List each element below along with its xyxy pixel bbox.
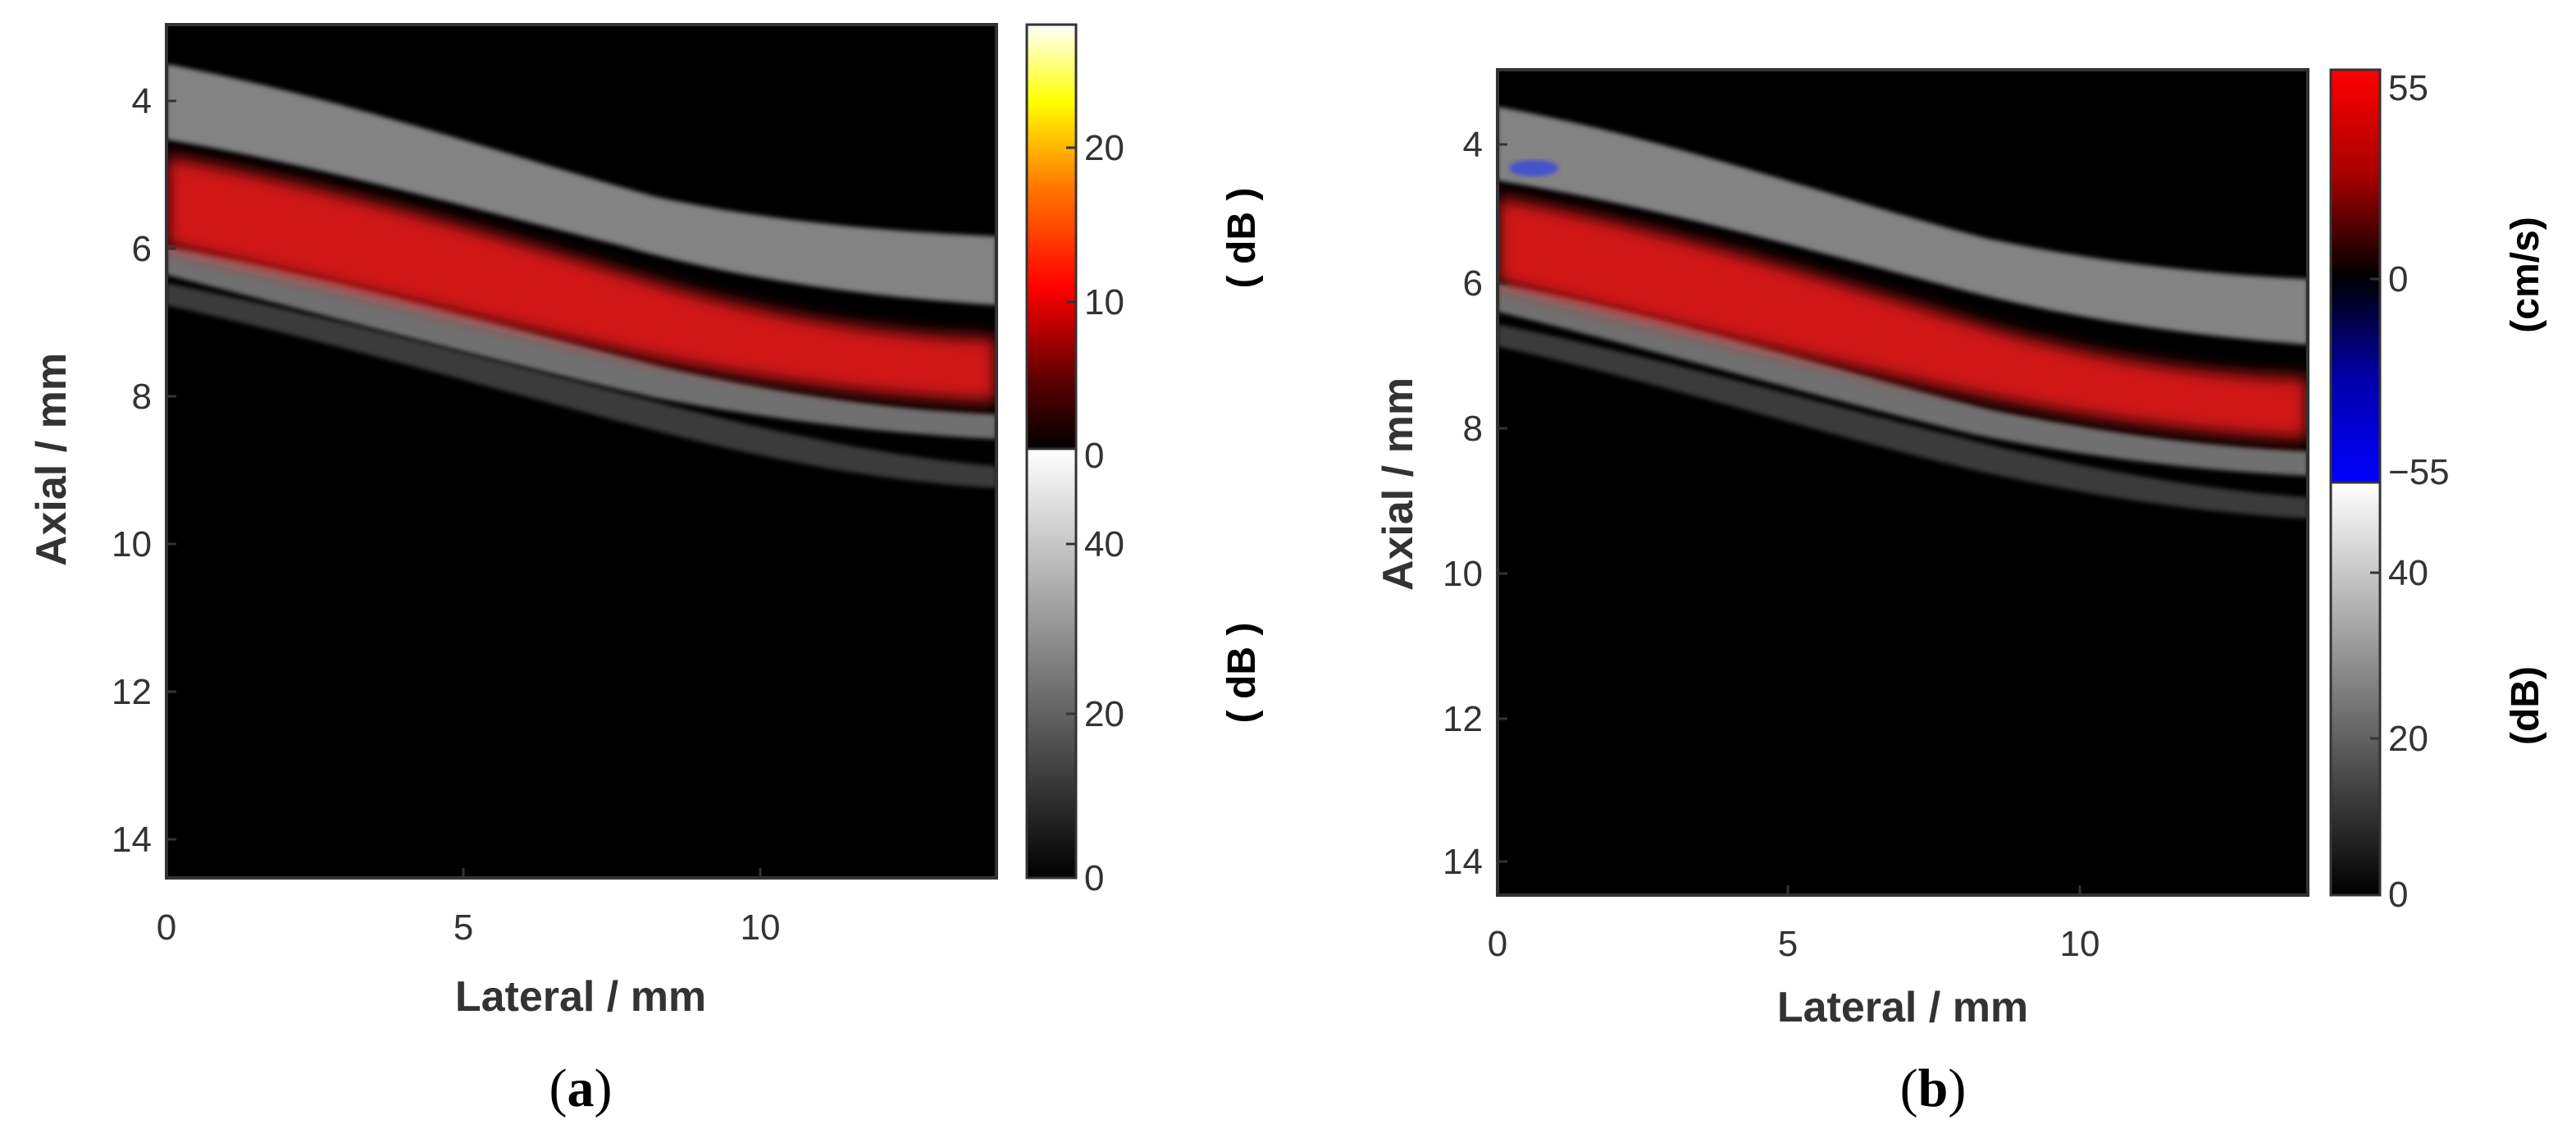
y-tick-label: 12 (112, 672, 152, 712)
caption-letter: a (568, 1058, 595, 1118)
ultrasound-image-b (1498, 70, 2308, 895)
caption-close-paren: ) (595, 1058, 613, 1118)
svg-text:(b): (b) (1900, 1058, 1967, 1118)
cb-tick-label: 0 (1084, 858, 1104, 898)
cb-tick-label: 20 (1084, 694, 1124, 734)
cb-tick-label: 40 (2388, 553, 2428, 593)
x-tick-label: 0 (157, 907, 176, 948)
x-ticks-b: 0 5 10 (1488, 885, 2100, 964)
colorbar-hot-a (1025, 23, 1078, 450)
cb-tick-label: −55 (2388, 452, 2450, 492)
y-tick-label: 6 (132, 229, 152, 269)
y-tick-label: 14 (112, 820, 152, 860)
cb-tick-label: 10 (1084, 282, 1124, 322)
y-axis-label-a: Axial / mm (28, 353, 75, 566)
tissue-deep-b (1498, 324, 2308, 519)
x-axis-label-a: Lateral / mm (455, 973, 706, 1021)
flow-red-region-b (1498, 197, 2308, 439)
caption-letter: b (1918, 1058, 1949, 1118)
image-frame-b (1496, 68, 2309, 897)
y-tick-label: 8 (132, 377, 152, 417)
cb-tick-label: 20 (2388, 719, 2428, 759)
y-tick-label: 10 (1443, 554, 1483, 594)
colorbar-unit-color-a: ( dB ) (1220, 188, 1264, 289)
x-tick-label: 10 (2060, 924, 2100, 964)
y-ticks-a: 4 6 8 10 12 14 (112, 81, 176, 860)
colorbar-gray-b (2329, 481, 2382, 897)
x-tick-label: 5 (1778, 924, 1798, 964)
flow-red-region-a (166, 156, 996, 402)
x-tick-label: 0 (1488, 924, 1507, 964)
cb-tick-label: 20 (1084, 128, 1124, 168)
y-tick-label: 8 (1463, 409, 1483, 449)
x-tick-label: 5 (454, 907, 473, 948)
y-tick-label: 4 (1463, 125, 1483, 165)
colorbar-unit-color-b: (cm/s) (2504, 217, 2547, 332)
cb-tick-label: 55 (2388, 68, 2428, 108)
caption-open-paren: ( (549, 1058, 568, 1118)
y-axis-label-b: Axial / mm (1375, 377, 1422, 591)
colorbar-unit-gray-a: ( dB ) (1220, 623, 1264, 724)
colorbar-unit-gray-b: (dB) (2504, 666, 2547, 745)
colorbar-velocity-b (2329, 68, 2382, 484)
panel-a: 4 6 8 10 12 14 0 5 10 Lateral / mm Axial… (28, 23, 1264, 1118)
caption-close-paren: ) (1948, 1058, 1966, 1118)
cb-tick-label: 40 (1084, 524, 1124, 564)
x-tick-label: 10 (741, 907, 781, 948)
y-ticks-b: 4 6 8 10 12 14 (1443, 125, 1507, 882)
tissue-deep-a (166, 283, 996, 488)
x-ticks-a: 0 5 10 (157, 868, 781, 948)
y-tick-label: 6 (1463, 263, 1483, 304)
cb-tick-label: 0 (2388, 259, 2408, 299)
panel-b: 4 6 8 10 12 14 0 5 10 Lateral / mm Axial… (1375, 68, 2547, 1118)
tissue-wall-upper-a (166, 64, 996, 305)
cb-tick-label: 0 (2388, 875, 2408, 915)
colorbar-b: 55 0 −55 40 20 0 (cm/s) (dB) (2329, 68, 2547, 915)
caption-open-paren: ( (1900, 1058, 1918, 1118)
ultrasound-image-a (166, 25, 996, 878)
svg-text:(a): (a) (549, 1058, 613, 1118)
flow-blue-spot (1509, 160, 1558, 176)
y-tick-label: 10 (112, 524, 152, 564)
caption-a: (a) (549, 1058, 613, 1118)
y-tick-label: 4 (132, 81, 152, 121)
y-tick-label: 14 (1443, 842, 1483, 882)
tissue-wall-upper-b (1498, 107, 2308, 345)
colorbar-a: 20 10 0 40 20 0 ( dB ) ( dB ) (1025, 23, 1264, 898)
x-axis-label-b: Lateral / mm (1777, 984, 2028, 1031)
colorbar-gray-a (1025, 447, 1078, 880)
y-tick-label: 12 (1443, 699, 1483, 739)
image-frame-a (165, 23, 998, 880)
cb-tick-label: 0 (1084, 436, 1104, 476)
caption-b: (b) (1900, 1058, 1967, 1118)
